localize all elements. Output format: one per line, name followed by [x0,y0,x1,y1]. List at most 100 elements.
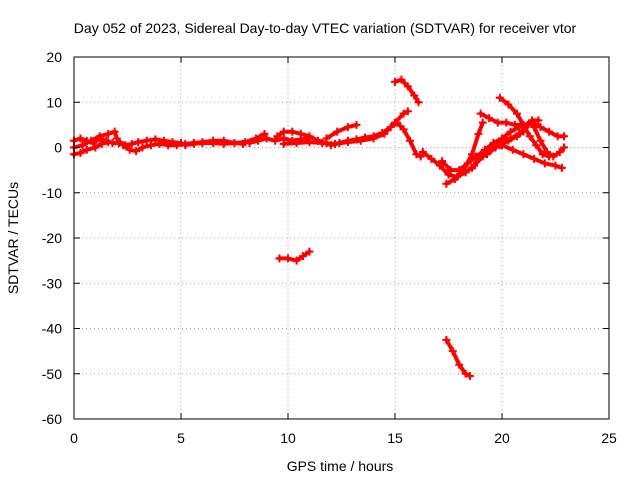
x-axis-label: GPS time / hours [287,458,394,474]
series-arc-13 [442,118,487,188]
data-point [378,129,387,138]
data-point [555,148,564,157]
data-point [292,138,301,147]
data-point [414,98,423,107]
data-point [506,127,515,136]
data-point [97,139,106,148]
y-tick-labels: -60 -50 -40 -30 -20 -10 0 10 20 [42,49,62,427]
data-point [448,347,457,356]
data-point [279,127,288,136]
data-point [181,141,190,150]
data-point [322,134,331,143]
series-arc-18 [530,123,569,161]
data-point [260,129,269,138]
x-tick-label: 10 [280,430,296,446]
data-point [209,138,218,147]
data-point [399,125,408,134]
data-point [483,150,492,159]
x-tick-label: 5 [177,430,185,446]
data-point [557,163,566,172]
data-point [121,141,130,150]
data-point [147,141,156,150]
data-point [525,132,534,141]
data-point [560,132,569,141]
data-point [198,138,207,147]
data-point [468,150,477,159]
data-point [478,118,487,127]
data-point [536,136,545,145]
y-tick-label: -60 [42,411,62,427]
data-point [435,161,444,170]
data-point [305,247,314,256]
data-point [326,141,335,150]
data-point [279,139,288,148]
data-point [318,138,327,147]
data-point [446,166,455,175]
data-point [545,127,554,136]
data-point [82,145,91,154]
series-arc-16 [495,93,554,161]
data-point [506,134,515,143]
data-point [275,254,284,263]
data-point [461,369,470,378]
data-point [82,136,91,145]
data-point [138,143,147,152]
data-point [76,148,85,157]
data-point [442,335,451,344]
data-point [519,150,528,159]
data-point [391,77,399,86]
data-point [335,138,344,147]
data-point [532,141,541,150]
data-point [510,120,519,129]
data-point [262,134,271,143]
data-point [245,138,254,147]
y-tick-label: -20 [42,230,62,246]
data-point [393,118,402,127]
data-point [134,138,143,147]
data-point [104,129,113,138]
data-point [159,136,168,145]
data-point [508,145,517,154]
data-point [515,129,524,138]
data-point [369,132,378,141]
data-point [352,120,361,129]
data-point [455,360,464,369]
data-point [296,129,305,138]
data-point [333,127,342,136]
chart-title: Day 052 of 2023, Sidereal Day-to-day VTE… [74,20,577,36]
data-point [288,127,297,136]
x-tick-label: 15 [387,430,403,446]
y-tick-label: 0 [54,140,62,156]
data-point [495,93,504,102]
data-point [127,139,136,148]
series-line [324,122,359,141]
data-point [410,91,419,100]
y-tick-label: -40 [42,321,62,337]
series-arc-20 [442,335,474,381]
x-tick-label: 20 [494,430,510,446]
data-point [284,254,292,263]
data-point [530,154,539,163]
y-tick-label: -50 [42,366,62,382]
data-point [114,138,123,147]
data-point [177,138,185,147]
data-point [91,143,100,152]
series-arc-10 [391,75,423,107]
data-point [132,147,141,156]
data-point [361,133,370,142]
data-point [399,109,408,118]
data-point [519,120,528,129]
data-point [540,159,549,168]
data-point [386,123,395,132]
data-point [527,118,536,127]
data-point [538,150,547,159]
data-point [76,134,85,143]
series-arc-19 [275,247,314,265]
data-point [534,116,543,125]
data-point [549,152,558,161]
data-point [110,127,119,136]
data-point [468,163,477,172]
data-point [343,136,352,145]
data-point [444,170,453,179]
